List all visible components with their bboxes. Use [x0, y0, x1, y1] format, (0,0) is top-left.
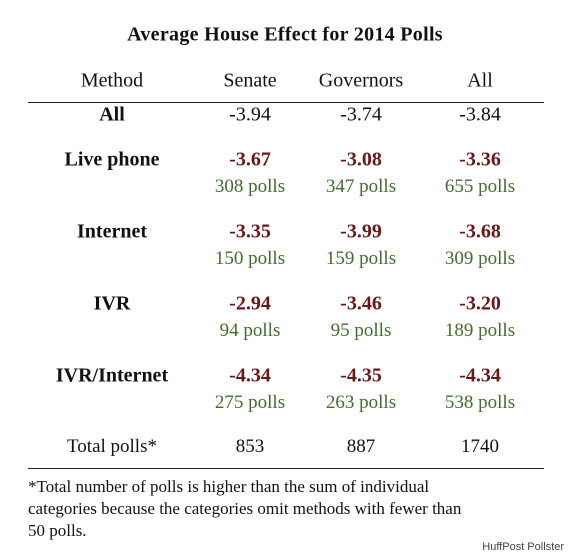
effect-value: -3.74 — [340, 103, 382, 126]
effect-value: -3.36 — [459, 148, 501, 171]
total-label: Total polls* — [67, 436, 157, 457]
footnote-line: categories because the categories omit m… — [28, 499, 462, 518]
method-label: Live phone — [64, 148, 160, 171]
poll-count: 655 polls — [444, 176, 516, 197]
effect-value: -3.84 — [459, 103, 501, 126]
total-value: 1740 — [461, 436, 499, 457]
effect-value: -3.35 — [229, 220, 271, 243]
effect-value: -4.35 — [340, 364, 382, 387]
effect-value: -3.08 — [340, 148, 382, 171]
poll-count: 275 polls — [214, 392, 286, 413]
poll-count: 308 polls — [214, 176, 286, 197]
total-value: 887 — [346, 436, 376, 457]
poll-count: 189 polls — [444, 320, 516, 341]
effect-value: -3.67 — [229, 148, 271, 171]
effect-value: -4.34 — [229, 364, 271, 387]
effect-value: -3.68 — [459, 220, 501, 243]
title: Average House Effect for 2014 Polls — [127, 23, 443, 46]
method-label: All — [99, 103, 125, 126]
poll-count: 95 polls — [330, 320, 392, 341]
method-label: IVR — [93, 292, 131, 315]
effect-value: -4.34 — [459, 364, 501, 387]
footnote-line: *Total number of polls is higher than th… — [28, 477, 430, 496]
effect-value: -2.94 — [229, 292, 271, 315]
poll-count: 94 polls — [219, 320, 281, 341]
effect-value: -3.20 — [459, 292, 501, 315]
poll-count: 150 polls — [214, 248, 286, 269]
effect-value: -3.99 — [340, 220, 382, 243]
header-cell: Senate — [223, 69, 277, 92]
header-cell: Method — [80, 69, 144, 92]
poll-count: 538 polls — [444, 392, 516, 413]
total-value: 853 — [235, 436, 265, 457]
footnote-line: 50 polls. — [28, 521, 87, 540]
poll-count: 159 polls — [325, 248, 397, 269]
poll-count: 309 polls — [444, 248, 516, 269]
poll-count: 263 polls — [325, 392, 397, 413]
effect-value: -3.46 — [340, 292, 382, 315]
header-cell: Governors — [318, 69, 404, 92]
method-label: IVR/Internet — [55, 364, 169, 387]
credit: HuffPost Pollster — [482, 541, 564, 553]
footer-rule — [28, 468, 544, 469]
effect-value: -3.94 — [229, 103, 271, 126]
header-cell: All — [467, 69, 493, 92]
header-rule — [28, 102, 544, 103]
poll-count: 347 polls — [325, 176, 397, 197]
method-label: Internet — [77, 220, 147, 243]
